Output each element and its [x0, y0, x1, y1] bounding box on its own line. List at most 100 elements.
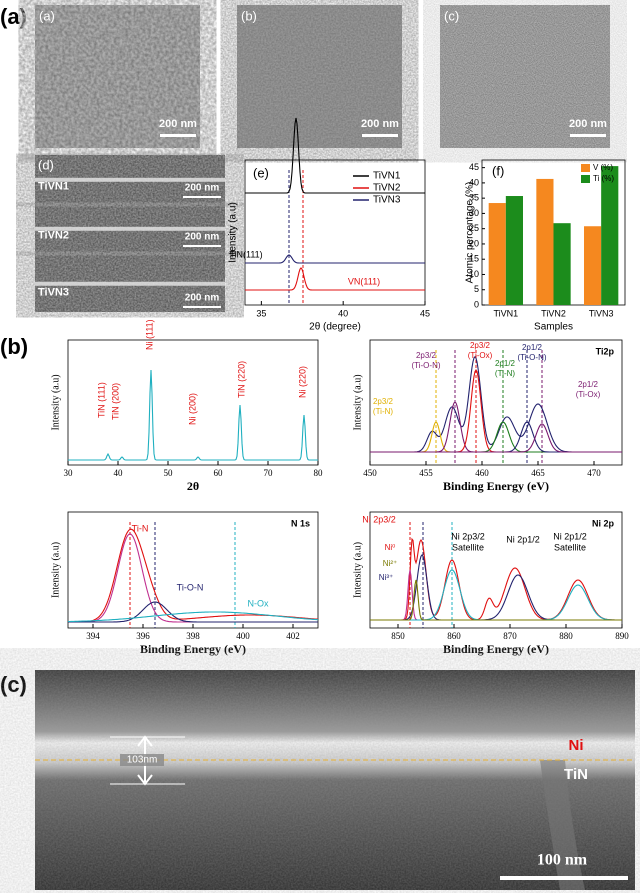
- x-tick-label: 460: [475, 468, 489, 478]
- sample-label: TiVN3: [38, 287, 69, 299]
- legend-label: TiVN2: [373, 183, 401, 194]
- annotation: Satellite: [452, 542, 484, 552]
- arrow-head: [137, 735, 153, 786]
- spectrum-curve: [370, 537, 622, 621]
- sem-texture: [35, 5, 200, 148]
- x-tick-label: 40: [114, 468, 124, 478]
- panel-label: (b): [241, 8, 257, 23]
- bar: [601, 166, 619, 305]
- annotation: (Ti-N): [373, 407, 393, 416]
- annotation: Ni 2p1/2: [553, 531, 587, 541]
- annotation: (Ti-Ox): [576, 390, 601, 399]
- bar: [505, 196, 523, 305]
- sample-label: TiVN1: [38, 181, 69, 193]
- annotation: (Ti-O-N): [517, 353, 546, 362]
- legend-swatch: [581, 175, 590, 183]
- annotation: Ni (220): [297, 366, 307, 398]
- x-tick-label: 402: [286, 631, 300, 641]
- y-tick-label: 30: [469, 208, 479, 218]
- panel-label: (c): [444, 8, 459, 23]
- annotation: TiN (220): [236, 361, 246, 398]
- plot-title: Ni 2p: [592, 518, 615, 528]
- spectrum-curve: [68, 611, 319, 623]
- spectrum-curve: [245, 267, 425, 291]
- scale-label: 100 nm: [537, 852, 588, 869]
- scale-bar: [362, 134, 398, 137]
- x-axis-label: Binding Energy (eV): [443, 642, 549, 656]
- legend-label: TiVN3: [373, 195, 401, 206]
- plot-title: N 1s: [291, 518, 310, 528]
- spectrum-curve: [245, 254, 425, 264]
- y-axis-label: Atomic percentage (%): [465, 182, 476, 284]
- spectrum-curve: [68, 528, 319, 623]
- annotation: Satellite: [554, 542, 586, 552]
- x-tick-label: TiVN2: [541, 308, 566, 318]
- x-axis-label: 2θ: [187, 479, 199, 493]
- cross-band: [35, 281, 225, 286]
- y-axis-label: Intensity (a.u): [228, 202, 239, 263]
- scale-label: 200 nm: [361, 118, 399, 130]
- x-axis-label: Samples: [534, 322, 573, 333]
- x-tick-label: 850: [391, 631, 405, 641]
- bar: [536, 178, 554, 305]
- annotation: TiN (200): [110, 383, 120, 420]
- y-tick-label: 10: [469, 269, 479, 279]
- scale-bar: [183, 245, 221, 247]
- scale-label: 200 nm: [185, 293, 220, 304]
- y-tick-label: 40: [469, 177, 479, 187]
- x-tick-label: 80: [314, 468, 324, 478]
- annotation: (Ti-Ox): [468, 351, 493, 360]
- plot-frame: [244, 159, 426, 306]
- scale-bar: [183, 306, 221, 308]
- x-tick-label: TiVN3: [589, 308, 614, 318]
- panel-label: (d): [38, 157, 54, 172]
- y-axis-label: Intensity (a.u): [50, 542, 61, 598]
- x-tick-label: 470: [587, 468, 601, 478]
- x-tick-label: 396: [136, 631, 150, 641]
- x-tick-label: 860: [447, 631, 461, 641]
- spectrum-curve: [370, 423, 622, 453]
- y-tick-label: 20: [469, 238, 479, 248]
- annotation: Ni (200): [187, 393, 197, 425]
- annotation: VN(111): [348, 276, 380, 286]
- annotation: (Ti-O-N): [411, 361, 440, 370]
- figure-label: (b): [0, 334, 28, 359]
- thickness-box: [120, 754, 164, 766]
- scale-bar: [183, 196, 221, 198]
- scale-bar: [500, 876, 628, 880]
- annotation: TiN (111): [96, 382, 106, 418]
- spectrum-curve: [370, 401, 622, 453]
- bar: [488, 203, 506, 305]
- x-tick-label: TiVN1: [493, 308, 518, 318]
- annotation: 2p3/2: [416, 351, 437, 360]
- spectrum-curve: [245, 117, 425, 194]
- y-tick-label: 15: [469, 254, 479, 264]
- spectrum-curve: [370, 421, 622, 453]
- grain-boundary: [540, 760, 585, 890]
- figure-label: (c): [0, 672, 27, 697]
- annotation: 2p1/2: [578, 380, 599, 389]
- annotation: Ni (111): [144, 319, 154, 350]
- scale-bar: [160, 134, 196, 137]
- scale-label: 200 nm: [185, 183, 220, 194]
- y-axis-label: Intensity (a.u): [50, 374, 61, 430]
- plot-frame: [369, 339, 623, 466]
- x-tick-label: 890: [615, 631, 629, 641]
- plot-frame: [67, 339, 319, 466]
- annotation: Ni²⁺: [383, 559, 397, 568]
- x-axis-label: Binding Energy (eV): [443, 479, 549, 493]
- scale-label: 200 nm: [569, 118, 607, 130]
- panel-label: (e): [253, 165, 269, 180]
- plot-title: Ti2p: [596, 346, 615, 356]
- bar: [584, 226, 602, 305]
- annotation: Ni³⁺: [379, 573, 393, 582]
- y-tick-label: 25: [469, 223, 479, 233]
- annotation: Ni⁰: [385, 543, 396, 552]
- spectrum-curve: [370, 579, 622, 621]
- x-axis-label: Binding Energy (eV): [140, 642, 246, 656]
- annotation: Ni 2p1/2: [506, 534, 540, 544]
- layer-label: Ni: [569, 737, 584, 754]
- plot-frame: [369, 511, 623, 629]
- legend-label: TiVN1: [373, 171, 401, 182]
- scale-label: 200 nm: [185, 232, 220, 243]
